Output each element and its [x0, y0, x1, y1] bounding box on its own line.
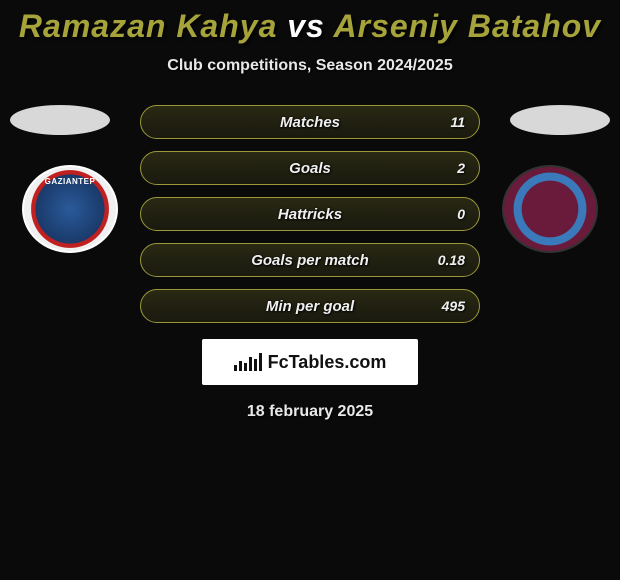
club-badge-left: GAZIANTEP	[22, 165, 118, 253]
stat-row: Min per goal 495	[140, 289, 480, 323]
player1-name: Ramazan Kahya	[19, 8, 277, 44]
stat-label: Goals per match	[251, 252, 369, 269]
comparison-title: Ramazan Kahya vs Arseniy Batahov	[0, 0, 620, 45]
stat-label: Hattricks	[278, 206, 342, 223]
vs-text: vs	[287, 8, 325, 44]
stats-area: GAZIANTEP Matches 11 Goals 2 Hattricks 0 Goals…	[0, 105, 620, 323]
stat-value-right: 0	[457, 206, 465, 222]
stat-label: Goals	[289, 160, 331, 177]
club-badge-right	[502, 165, 598, 253]
branding-box: FcTables.com	[202, 339, 418, 385]
stat-row: Goals 2	[140, 151, 480, 185]
stat-label: Matches	[280, 114, 340, 131]
player2-name: Arseniy Batahov	[334, 8, 602, 44]
stat-row: Goals per match 0.18	[140, 243, 480, 277]
chart-icon	[234, 353, 262, 371]
stat-value-right: 0.18	[438, 252, 465, 268]
player1-placeholder-ellipse	[10, 105, 110, 135]
stat-label: Min per goal	[266, 298, 354, 315]
stat-value-right: 2	[457, 160, 465, 176]
club-badge-left-text: GAZIANTEP	[24, 177, 116, 186]
stat-row: Matches 11	[140, 105, 480, 139]
stat-value-right: 11	[450, 114, 465, 130]
stat-value-right: 495	[442, 298, 465, 314]
date-text: 18 february 2025	[0, 403, 620, 421]
player2-placeholder-ellipse	[510, 105, 610, 135]
stat-row: Hattricks 0	[140, 197, 480, 231]
branding-text: FcTables.com	[268, 352, 387, 373]
subtitle: Club competitions, Season 2024/2025	[0, 57, 620, 75]
